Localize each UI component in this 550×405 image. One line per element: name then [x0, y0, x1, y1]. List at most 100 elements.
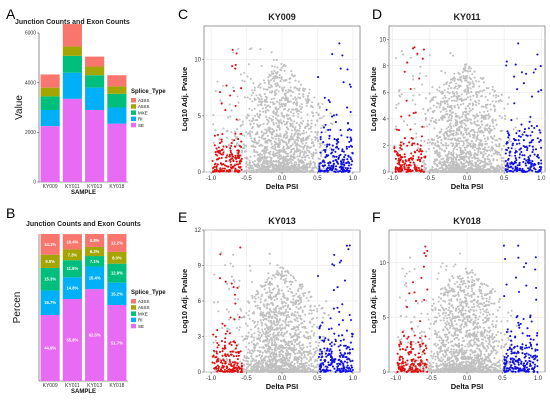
point-ns: [459, 76, 462, 79]
point-up: [348, 140, 351, 143]
point-ns: [481, 156, 484, 159]
legend-item: SE: [138, 324, 144, 329]
point-ns: [257, 334, 260, 337]
point-ns: [298, 125, 302, 128]
point-ns: [258, 155, 261, 158]
point-ns: [270, 119, 273, 122]
point-ns: [283, 170, 286, 173]
point-ns: [444, 96, 447, 99]
point-ns: [251, 169, 255, 172]
point-ns: [295, 107, 298, 110]
point-ns: [252, 144, 255, 147]
point-ns: [467, 81, 470, 84]
point-ns: [244, 322, 247, 325]
data-label: 62.5%: [89, 333, 101, 338]
point-ns: [308, 151, 311, 154]
point-down: [397, 157, 400, 160]
point-down: [228, 155, 231, 158]
point-ns: [304, 291, 307, 294]
point-ns: [308, 156, 311, 159]
point-down: [237, 166, 240, 169]
point-up: [523, 154, 526, 157]
point-ns: [462, 102, 465, 105]
point-ns: [308, 134, 311, 137]
point-ns: [281, 349, 284, 352]
point-ns: [483, 110, 486, 113]
point-up: [527, 167, 530, 170]
point-ns: [287, 88, 290, 91]
point-up: [337, 162, 340, 165]
point-ns: [266, 88, 269, 91]
point-ns: [300, 103, 303, 106]
point-up: [527, 156, 530, 159]
point-up: [527, 127, 530, 130]
point-down: [407, 166, 410, 169]
point-down: [405, 164, 408, 167]
point-ns: [469, 135, 472, 138]
point-ns: [477, 130, 481, 133]
point-down: [226, 154, 229, 157]
point-ns: [473, 117, 476, 120]
point-ns: [453, 104, 456, 107]
point-ns: [470, 163, 473, 166]
point-down: [220, 162, 223, 166]
point-up: [527, 169, 530, 172]
point-ns: [465, 84, 469, 88]
point-ns: [279, 121, 282, 124]
point-ns: [281, 88, 284, 91]
point-ns: [243, 96, 246, 99]
point-ns: [445, 142, 448, 145]
point-ns: [463, 122, 466, 125]
point-ns: [478, 111, 481, 114]
point-ns: [284, 98, 287, 102]
point-ns: [282, 155, 285, 158]
point-up: [343, 164, 346, 167]
point-up: [322, 126, 325, 129]
point-ns: [247, 63, 250, 66]
point-ns: [502, 144, 505, 147]
point-up: [346, 122, 350, 125]
point-ns: [445, 147, 448, 150]
point-ns: [497, 164, 500, 167]
point-ns: [475, 167, 478, 170]
point-down: [229, 160, 232, 163]
point-ns: [481, 90, 484, 93]
point-ns: [311, 101, 314, 104]
point-ns: [274, 328, 277, 331]
point-ns: [275, 59, 278, 62]
point-ns: [289, 168, 292, 171]
point-ns: [285, 96, 288, 99]
point-down: [414, 111, 417, 114]
point-up: [330, 152, 333, 155]
point-ns: [270, 79, 273, 82]
point-ns: [273, 65, 276, 68]
point-ns: [286, 113, 289, 116]
point-ns: [395, 103, 398, 106]
point-down: [416, 169, 419, 172]
point-ns: [268, 312, 271, 315]
point-ns: [429, 100, 432, 103]
point-ns: [481, 164, 484, 167]
point-ns: [463, 127, 466, 130]
point-ns: [253, 321, 256, 324]
point-ns: [254, 146, 257, 149]
point-ns: [273, 348, 276, 351]
legend-swatch-se: [131, 122, 136, 128]
point-down: [228, 153, 232, 156]
point-down: [416, 149, 419, 152]
point-ns: [256, 306, 259, 310]
point-ns: [278, 74, 281, 77]
point-ns: [433, 162, 437, 165]
point-ns: [466, 70, 470, 73]
point-ns: [245, 160, 248, 163]
y-tick-label: 2000: [25, 130, 36, 136]
point-ns: [272, 123, 275, 126]
point-ns: [477, 102, 480, 105]
panel-label-c: C: [178, 6, 188, 22]
point-up: [515, 159, 518, 162]
point-ns: [311, 325, 314, 328]
point-ns: [248, 107, 251, 110]
point-down: [407, 164, 410, 167]
